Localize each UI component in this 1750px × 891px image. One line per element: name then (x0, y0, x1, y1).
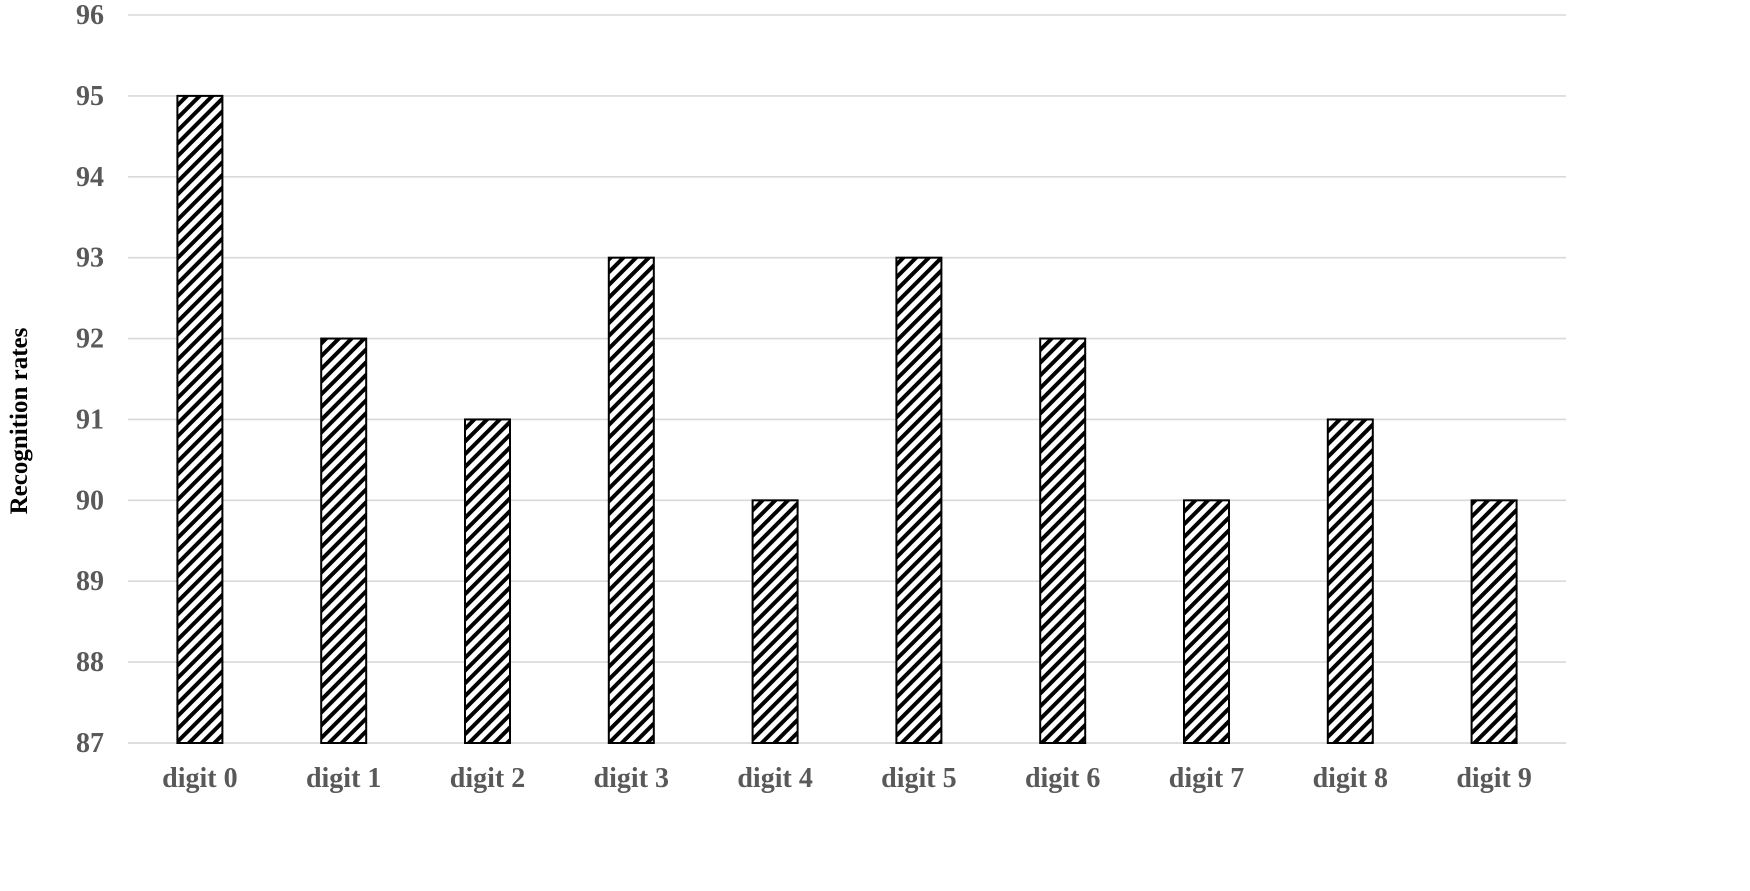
x-tick-label: digit 0 (162, 763, 237, 794)
x-tick-label: digit 7 (1169, 763, 1244, 794)
bar-digit-5 (895, 256, 943, 744)
y-tick-label: 96 (76, 0, 104, 31)
x-axis-ticks: digit 0 digit 1 digit 2 digit 3 digit 4 digit… (162, 763, 1532, 794)
x-tick-label: digit 4 (737, 763, 812, 794)
bar-digit-1 (320, 337, 368, 744)
y-tick-label: 88 (76, 647, 104, 678)
x-tick-label: digit 6 (1025, 763, 1100, 794)
x-tick-label: digit 8 (1313, 763, 1388, 794)
x-tick-label: digit 5 (881, 763, 956, 794)
bars (176, 94, 1518, 745)
bar-digit-8 (1326, 418, 1374, 744)
y-tick-label: 89 (76, 566, 104, 597)
bar-digit-0 (176, 94, 224, 744)
y-tick-label: 94 (76, 162, 104, 193)
x-tick-label: digit 3 (594, 763, 669, 794)
gridlines (128, 14, 1566, 744)
y-tick-label: 92 (76, 324, 104, 355)
y-tick-label: 95 (76, 81, 104, 112)
x-tick-label: digit 2 (450, 763, 525, 794)
bar-digit-6 (1039, 337, 1087, 744)
y-axis-label: Recognition rates (6, 327, 33, 514)
y-tick-label: 93 (76, 243, 104, 274)
x-tick-label: digit 9 (1456, 763, 1531, 794)
y-tick-label: 87 (76, 728, 104, 759)
x-tick-label: digit 1 (306, 763, 381, 794)
bar-digit-4 (751, 499, 799, 745)
y-tick-label: 90 (76, 485, 104, 516)
bar-digit-2 (464, 418, 511, 744)
y-tick-label: 91 (76, 404, 104, 435)
y-axis-ticks: 87 88 89 90 91 92 93 94 95 96 (76, 0, 104, 759)
bar-digit-3 (607, 256, 655, 744)
bar-digit-9 (1470, 499, 1518, 745)
bar-digit-7 (1183, 499, 1230, 745)
